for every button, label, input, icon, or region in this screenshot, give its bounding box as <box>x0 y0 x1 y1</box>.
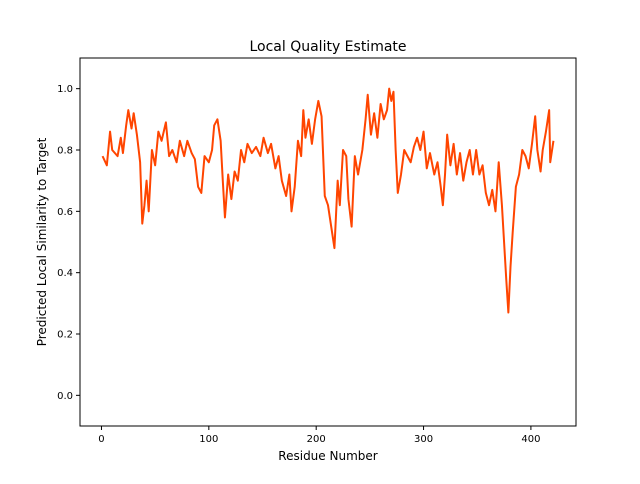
x-tick-label: 0 <box>98 434 104 445</box>
y-tick-label: 0.6 <box>57 207 73 218</box>
y-tick-label: 1.0 <box>57 84 73 95</box>
y-tick-label: 0.4 <box>57 268 73 279</box>
y-axis-label: Predicted Local Similarity to Target <box>35 137 49 346</box>
x-axis-label: Residue Number <box>278 449 377 463</box>
y-tick-label: 0.0 <box>57 391 73 402</box>
x-tick-label: 100 <box>199 434 218 445</box>
plot-frame <box>79 57 577 427</box>
y-tick-label: 0.8 <box>57 146 73 157</box>
x-tick-label: 200 <box>307 434 326 445</box>
line <box>101 87 555 314</box>
y-tick-label: 0.2 <box>57 330 73 341</box>
chart-title: Local Quality Estimate <box>249 39 406 55</box>
x-tick-label: 400 <box>521 434 540 445</box>
x-tick-label: 300 <box>414 434 433 445</box>
